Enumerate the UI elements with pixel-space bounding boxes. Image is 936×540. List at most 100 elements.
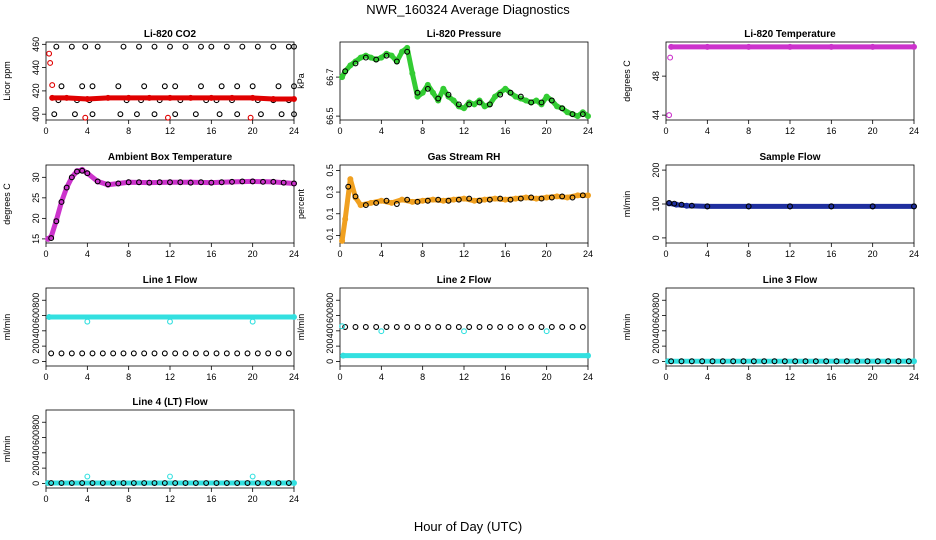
y-tick-label: 200 [325,339,335,354]
panel-title: Ambient Box Temperature [108,152,233,163]
data-point [455,324,462,330]
data-point [89,83,96,90]
x-tick-label: 16 [206,126,216,136]
data-point [812,358,819,365]
y-tick-label: 25 [31,193,41,203]
panel-5: Gas Stream RH 0 4 8 12 16 20 24 -0.1 0.1 0.3 0.5 per… [296,152,593,259]
panel-1: Li-820 CO2 0 4 8 12 16 20 24 400 420 440 460 Licor p… [2,29,299,136]
data-point [46,314,53,321]
data-point [678,201,685,208]
data-point [383,197,390,204]
figure-xlabel: Hour of Day (UTC) [414,519,522,534]
data-point [234,350,241,357]
data-point [874,358,881,365]
data-point [84,96,91,103]
y-tick-label: 0 [325,359,335,364]
x-tick-label: 16 [826,126,836,136]
x-tick-label: 4 [85,249,90,259]
x-tick-label: 4 [705,126,710,136]
data-point [445,91,452,98]
y-tick-label: 48 [651,71,661,81]
data-point [213,480,220,486]
data-point [745,43,752,50]
data-point [345,183,352,190]
series-line4-cyan-spikes [84,473,256,480]
x-tick-label: 4 [379,249,384,259]
data-point [507,196,514,203]
data-layer [45,473,297,487]
data-point [192,111,199,118]
data-point [476,197,483,204]
data-point [79,167,86,174]
x-tick-label: 4 [705,372,710,382]
data-point [234,111,241,118]
x-tick-label: 16 [500,126,510,136]
data-point [182,350,189,357]
data-point [203,350,210,357]
data-point [435,95,442,102]
data-point [414,198,421,205]
plot-frame [45,409,295,489]
data-point [373,199,380,206]
data-point [352,60,359,67]
data-point [46,50,53,57]
data-point [362,54,369,61]
data-point [424,324,431,330]
x-tick-label: 24 [289,249,299,259]
data-point [414,89,421,96]
series-line2-cyan-band [340,352,591,359]
data-point [352,324,359,330]
data-point [548,194,555,201]
data-point [461,105,467,112]
y-tick-label: 15 [31,234,41,244]
y-axis-label: ml/min [2,314,12,341]
data-point [869,203,876,210]
figure-title: NWR_160324 Average Diagnostics [366,2,570,17]
data-point [79,83,86,90]
data-point [120,480,127,486]
y-tick-label: 100 [651,196,661,211]
data-point [528,324,535,330]
data-point [430,89,436,96]
x-tick-label: 24 [909,126,919,136]
x-tick-label: 8 [126,249,131,259]
data-point [244,350,251,357]
data-point [136,43,142,50]
data-point [719,358,726,365]
data-point [455,101,462,108]
data-point [404,44,411,51]
data-point [187,179,194,186]
data-point [105,181,111,188]
data-point [68,43,75,50]
series-low-open [51,111,297,118]
data-point [440,85,447,92]
x-tick-label: 12 [165,126,175,136]
data-point [254,480,261,486]
panel-title: Gas Stream RH [428,152,501,163]
data-point [533,97,540,104]
data-point [538,99,545,106]
data-point [554,103,560,110]
series-band-line [666,200,917,209]
data-point [161,480,168,486]
data-point [497,324,504,330]
data-point [843,358,850,365]
x-tick-label: 24 [289,372,299,382]
y-tick-label: 0 [31,481,41,486]
data-point [486,196,493,203]
x-tick-label: 12 [165,494,175,504]
x-tick-label: 20 [868,372,878,382]
data-point [151,350,158,357]
data-point [161,350,168,357]
data-point [71,111,78,118]
data-point [404,48,411,55]
data-point [833,358,840,365]
data-point [342,68,349,75]
x-tick-label: 12 [785,249,795,259]
y-tick-label: 600 [31,430,41,445]
data-point [249,94,256,101]
series-line3-black [668,358,912,365]
data-point [285,350,292,357]
data-point [120,350,127,357]
series-line1-black [48,350,292,357]
